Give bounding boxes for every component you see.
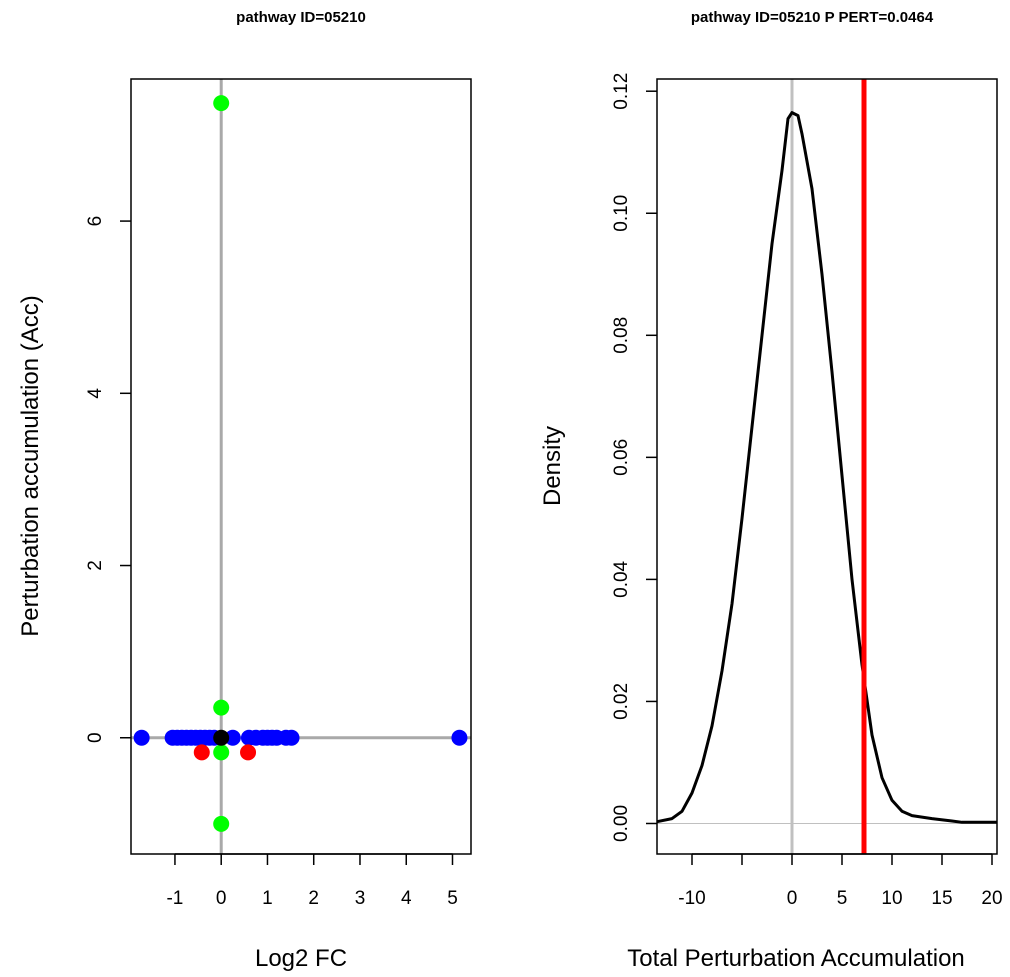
y-tick-label: 0.12	[611, 73, 632, 110]
x-tick-label: 0	[216, 888, 227, 909]
y-tick-label: 0.08	[611, 317, 632, 354]
density-x-axis: -10 0 5 10 15 20	[678, 853, 1003, 909]
density-y-axis-title: Density	[539, 426, 566, 506]
y-tick-label: 0.02	[611, 683, 632, 720]
y-tick-label: 0.04	[611, 560, 632, 597]
scatter-title: pathway ID=05210	[236, 9, 366, 26]
data-point-green	[213, 95, 230, 112]
data-point-red	[240, 744, 257, 761]
x-tick-label: 20	[981, 888, 1002, 909]
scatter-y-axis-title: Perturbation accumulation (Acc)	[17, 295, 44, 636]
data-point-green	[213, 815, 230, 832]
x-tick-label: 0	[787, 888, 798, 909]
scatter-x-axis-title: Log2 FC	[255, 945, 347, 972]
data-point-blue	[283, 729, 300, 746]
density-plot-area	[656, 79, 997, 854]
data-point-green	[213, 744, 230, 761]
data-point-red	[193, 744, 210, 761]
density-panel: pathway ID=05210 P PERT=0.0464 -10 0 5 10 15…	[539, 9, 1003, 972]
y-tick-label: 6	[85, 216, 106, 227]
scatter-points	[133, 95, 468, 832]
scatter-y-axis: 0 2 4 6	[85, 216, 131, 743]
y-tick-label: 0.00	[611, 805, 632, 842]
y-tick-label: 0.10	[611, 195, 632, 232]
density-title: pathway ID=05210 P PERT=0.0464	[691, 9, 934, 26]
x-tick-label: 15	[931, 888, 952, 909]
data-point-blue	[451, 729, 468, 746]
x-tick-label: -10	[678, 888, 705, 909]
density-curve	[656, 111, 997, 824]
y-tick-label: 0	[85, 732, 106, 743]
data-point-blue	[133, 729, 150, 746]
y-tick-label: 2	[85, 560, 106, 571]
x-tick-label: 1	[262, 888, 273, 909]
density-y-axis: 0.00 0.02 0.04 0.06 0.08 0.10 0.12	[611, 73, 657, 842]
density-x-axis-title: Total Perturbation Accumulation	[627, 945, 965, 972]
x-tick-label: 3	[355, 888, 366, 909]
x-tick-label: 4	[401, 888, 412, 909]
x-tick-label: 2	[308, 888, 319, 909]
y-tick-label: 4	[85, 388, 106, 399]
data-point-black	[213, 729, 230, 746]
scatter-panel: pathway ID=05210 -1 0 1 2 3 4 5 0 2 4 6 Log2 FC P…	[17, 9, 472, 972]
x-tick-label: 5	[837, 888, 848, 909]
x-tick-label: 10	[881, 888, 902, 909]
scatter-x-axis: -1 0 1 2 3 4 5	[166, 853, 458, 909]
y-tick-label: 0.06	[611, 439, 632, 476]
data-point-green	[213, 699, 230, 716]
x-tick-label: -1	[166, 888, 183, 909]
data-point-blue	[224, 729, 241, 746]
x-tick-label: 5	[447, 888, 458, 909]
